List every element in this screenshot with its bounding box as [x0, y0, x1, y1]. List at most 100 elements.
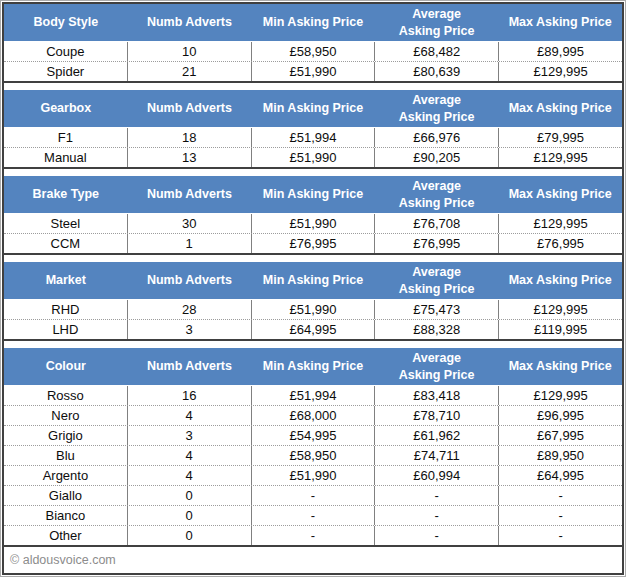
- column-header: Max Asking Price: [498, 184, 622, 205]
- table-gap: [4, 255, 622, 262]
- column-header: Max Asking Price: [498, 270, 622, 291]
- stats-table: MarketNumb AdvertsMin Asking PriceAverag…: [4, 262, 622, 341]
- table-header-row: ColourNumb AdvertsMin Asking PriceAverag…: [4, 348, 622, 385]
- table-row: Giallo0---: [4, 485, 622, 505]
- stats-table: Brake TypeNumb AdvertsMin Asking PriceAv…: [4, 176, 622, 255]
- column-header: Numb Adverts: [128, 98, 252, 119]
- table-row: Bianco0---: [4, 505, 622, 525]
- value-cell: £129,995: [498, 214, 622, 233]
- value-cell: £119,995: [498, 320, 622, 339]
- column-header: Average Asking Price: [375, 4, 499, 41]
- value-cell: £51,990: [251, 466, 375, 485]
- value-cell: £74,711: [374, 446, 498, 465]
- value-cell: £129,995: [498, 300, 622, 319]
- value-cell: 21: [127, 62, 251, 81]
- spreadsheet: Body StyleNumb AdvertsMin Asking PriceAv…: [2, 2, 624, 575]
- table-row: Rosso16£51,994£83,418£129,995: [4, 386, 622, 405]
- column-header: Min Asking Price: [251, 184, 375, 205]
- value-cell: 0: [127, 486, 251, 505]
- value-cell: £129,995: [498, 386, 622, 405]
- value-cell: £90,205: [374, 148, 498, 167]
- table-row: Nero4£68,000£78,710£96,995: [4, 405, 622, 425]
- column-header: Max Asking Price: [498, 12, 622, 33]
- value-cell: 4: [127, 466, 251, 485]
- row-label-cell: RHD: [4, 300, 127, 319]
- table-body: RHD28£51,990£75,473£129,995LHD3£64,995£8…: [4, 299, 622, 339]
- value-cell: 10: [127, 42, 251, 61]
- value-cell: £96,995: [498, 406, 622, 425]
- column-header: Max Asking Price: [498, 356, 622, 377]
- value-cell: £51,990: [251, 62, 375, 81]
- value-cell: £75,473: [374, 300, 498, 319]
- column-header: Numb Adverts: [128, 184, 252, 205]
- table-row: Other0---: [4, 525, 622, 545]
- value-cell: -: [251, 506, 375, 525]
- value-cell: -: [374, 526, 498, 545]
- value-cell: -: [498, 486, 622, 505]
- category-header: Body Style: [4, 12, 128, 33]
- value-cell: -: [251, 486, 375, 505]
- column-header: Min Asking Price: [251, 270, 375, 291]
- footer: © aldousvoice.com: [4, 547, 622, 573]
- column-header: Min Asking Price: [251, 12, 375, 33]
- row-label-cell: CCM: [4, 234, 127, 253]
- table-row: Steel30£51,990£76,708£129,995: [4, 214, 622, 233]
- value-cell: 18: [127, 128, 251, 147]
- column-header: Min Asking Price: [251, 356, 375, 377]
- value-cell: £51,994: [251, 386, 375, 405]
- table-row: CCM1£76,995£76,995£76,995: [4, 233, 622, 253]
- column-header: Average Asking Price: [375, 348, 499, 385]
- value-cell: £64,995: [251, 320, 375, 339]
- row-label-cell: Coupe: [4, 42, 127, 61]
- value-cell: £58,950: [251, 42, 375, 61]
- row-label-cell: Other: [4, 526, 127, 545]
- table-body: Coupe10£58,950£68,482£89,995Spider21£51,…: [4, 41, 622, 81]
- table-header-row: GearboxNumb AdvertsMin Asking PriceAvera…: [4, 90, 622, 127]
- table-row: LHD3£64,995£88,328£119,995: [4, 319, 622, 339]
- screenshot-frame: Body StyleNumb AdvertsMin Asking PriceAv…: [0, 0, 626, 577]
- table-gap: [4, 83, 622, 90]
- table-body: F118£51,994£66,976£79,995Manual13£51,990…: [4, 127, 622, 167]
- table-row: Blu4£58,950£74,711£89,950: [4, 445, 622, 465]
- value-cell: 4: [127, 406, 251, 425]
- value-cell: -: [374, 506, 498, 525]
- row-label-cell: Nero: [4, 406, 127, 425]
- value-cell: 3: [127, 426, 251, 445]
- column-header: Min Asking Price: [251, 98, 375, 119]
- table-row: RHD28£51,990£75,473£129,995: [4, 300, 622, 319]
- value-cell: £51,990: [251, 300, 375, 319]
- value-cell: 13: [127, 148, 251, 167]
- value-cell: £76,995: [251, 234, 375, 253]
- value-cell: £83,418: [374, 386, 498, 405]
- value-cell: 28: [127, 300, 251, 319]
- value-cell: £58,950: [251, 446, 375, 465]
- row-label-cell: Giallo: [4, 486, 127, 505]
- column-header: Numb Adverts: [128, 356, 252, 377]
- category-header: Colour: [4, 356, 128, 377]
- tables-stack: Body StyleNumb AdvertsMin Asking PriceAv…: [4, 4, 622, 547]
- value-cell: £80,639: [374, 62, 498, 81]
- value-cell: £66,976: [374, 128, 498, 147]
- table-row: Grigio3£54,995£61,962£67,995: [4, 425, 622, 445]
- value-cell: -: [498, 526, 622, 545]
- table-row: F118£51,994£66,976£79,995: [4, 128, 622, 147]
- stats-table: ColourNumb AdvertsMin Asking PriceAverag…: [4, 348, 622, 547]
- category-header: Brake Type: [4, 184, 128, 205]
- row-label-cell: Manual: [4, 148, 127, 167]
- value-cell: 1: [127, 234, 251, 253]
- row-label-cell: Steel: [4, 214, 127, 233]
- value-cell: -: [251, 526, 375, 545]
- row-label-cell: LHD: [4, 320, 127, 339]
- value-cell: £68,000: [251, 406, 375, 425]
- value-cell: £61,962: [374, 426, 498, 445]
- value-cell: £68,482: [374, 42, 498, 61]
- value-cell: £129,995: [498, 62, 622, 81]
- value-cell: -: [498, 506, 622, 525]
- table-body: Steel30£51,990£76,708£129,995CCM1£76,995…: [4, 213, 622, 253]
- value-cell: £89,950: [498, 446, 622, 465]
- table-row: Manual13£51,990£90,205£129,995: [4, 147, 622, 167]
- table-row: Spider21£51,990£80,639£129,995: [4, 61, 622, 81]
- row-label-cell: Grigio: [4, 426, 127, 445]
- stats-table: Body StyleNumb AdvertsMin Asking PriceAv…: [4, 4, 622, 83]
- column-header: Average Asking Price: [375, 262, 499, 299]
